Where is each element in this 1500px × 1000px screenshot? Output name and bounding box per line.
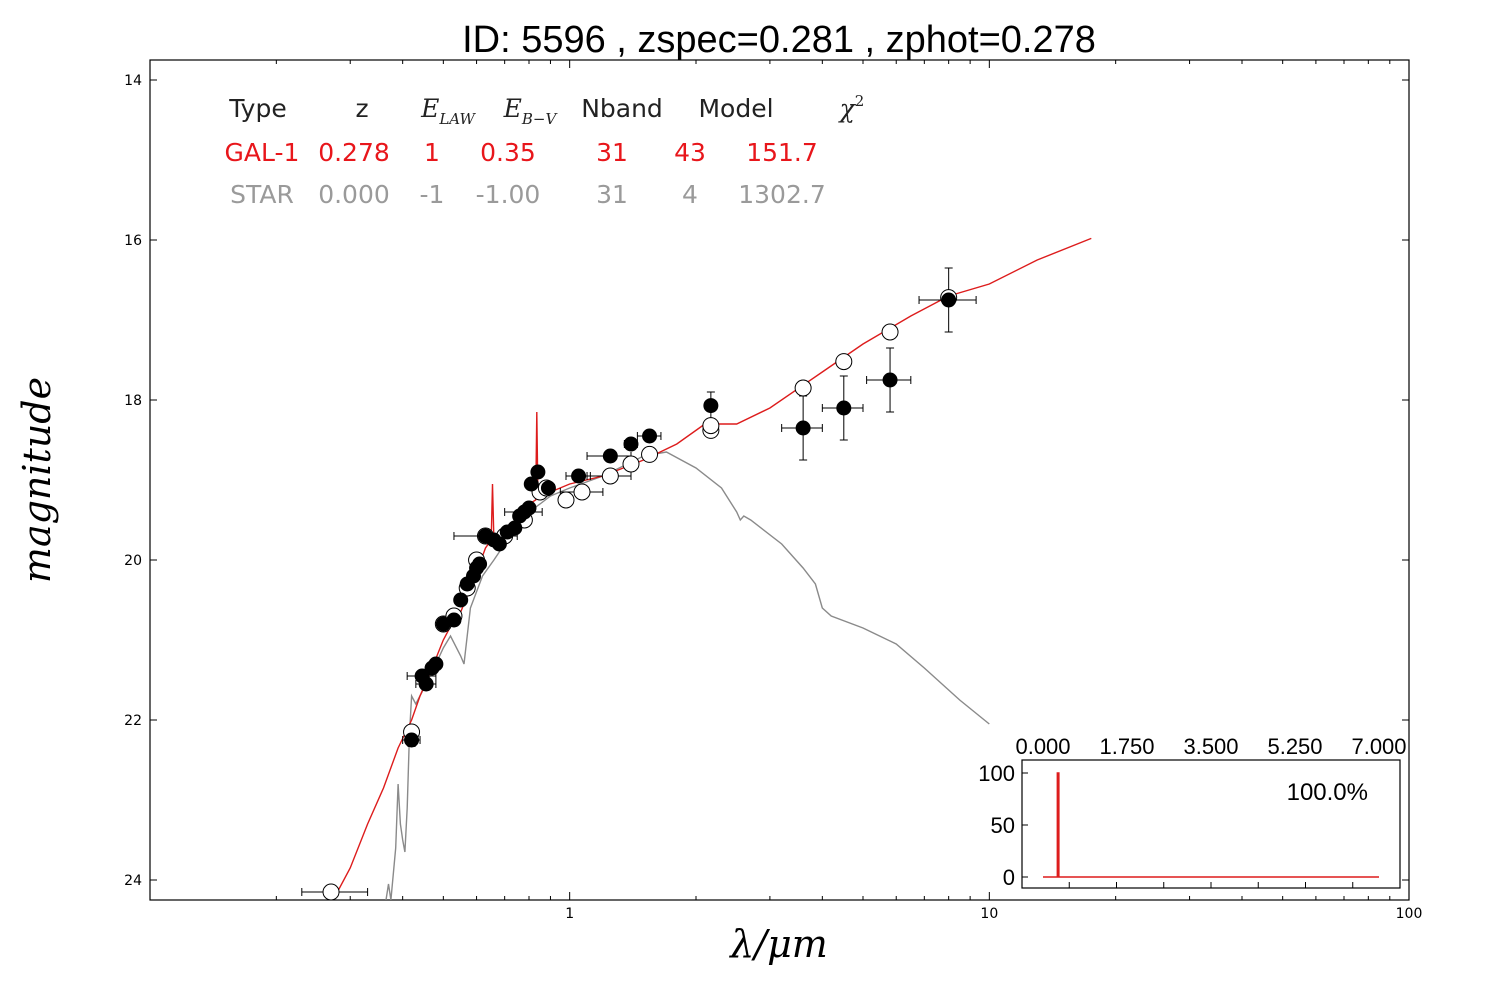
y-tick-label: 22 <box>124 713 142 729</box>
observed-point <box>530 464 546 480</box>
table-header: Type <box>228 94 286 123</box>
inset-y-tick-label: 0 <box>1003 865 1015 890</box>
model-flux-point <box>601 467 619 485</box>
x-axis-label: λ/μm <box>728 922 828 966</box>
model-flux-point <box>557 491 575 509</box>
table-cell: 31 <box>596 180 628 209</box>
table-cell: 4 <box>682 180 698 209</box>
y-tick-label: 18 <box>124 393 142 409</box>
observed-point <box>404 732 420 748</box>
inset-x-tick-label: 5.250 <box>1267 734 1322 759</box>
inset-x-tick-label: 0.000 <box>1015 734 1070 759</box>
table-cell: 0.000 <box>318 180 390 209</box>
inset-x-tick-label: 7.000 <box>1351 734 1406 759</box>
model-flux-point <box>835 353 853 371</box>
table-header: Model <box>698 94 773 123</box>
main-series <box>332 237 1092 900</box>
table-cell: 1 <box>424 138 440 167</box>
observed-point <box>882 372 898 388</box>
table-header: EB−V <box>503 94 559 128</box>
inset-plot: 0.000 1.750 3.500 5.250 7.000 0 50 100 100.0% <box>978 734 1406 890</box>
table-cell: 1302.7 <box>738 180 825 209</box>
y-tick-label: 16 <box>124 233 142 249</box>
inset-x-tick-label: 3.500 <box>1183 734 1238 759</box>
model-flux-point <box>322 883 340 900</box>
observed-point <box>836 400 852 416</box>
x-tick-label: 1 <box>565 906 574 922</box>
observed-point <box>521 500 537 516</box>
inset-y-tick-label: 100 <box>978 761 1015 786</box>
inset-background <box>1021 759 1401 889</box>
observed-point <box>418 676 434 692</box>
inset-y-tick-label: 50 <box>991 813 1015 838</box>
model-flux-point <box>573 483 591 501</box>
y-tick-label: 24 <box>124 873 142 889</box>
observed-point <box>642 428 658 444</box>
model-line-gal-1 <box>332 237 1092 900</box>
table-header: ELAW <box>420 94 476 128</box>
table-cell: -1 <box>420 180 445 209</box>
table-cell: 0.35 <box>480 138 536 167</box>
table-header: z <box>355 94 368 123</box>
table-cell: GAL-1 <box>225 138 300 167</box>
observed-point <box>941 292 957 308</box>
table-cell: 0.278 <box>318 138 390 167</box>
inset-ticks: 0.000 1.750 3.500 5.250 7.000 0 50 100 <box>978 734 1406 890</box>
observed-point <box>571 468 587 484</box>
observed-point <box>472 556 488 572</box>
model-flux-point <box>794 379 812 397</box>
x-tick-label: 10 <box>980 906 998 922</box>
model-flux-point <box>881 323 899 341</box>
main-points <box>301 267 977 900</box>
model-flux-point <box>641 445 659 463</box>
observed-point <box>453 592 469 608</box>
model-flux-point <box>622 455 640 473</box>
y-axis-label: magnitude <box>15 377 59 583</box>
inset-pdf-line <box>1043 772 1379 878</box>
table-cell: -1.00 <box>476 180 541 209</box>
observed-point <box>428 656 444 672</box>
y-tick-label: 20 <box>124 553 142 569</box>
model-line-star <box>385 451 990 900</box>
observed-point <box>491 536 507 552</box>
table-cell: 31 <box>596 138 628 167</box>
observed-point <box>446 612 462 628</box>
observed-point <box>602 448 618 464</box>
table-cell: 151.7 <box>746 138 818 167</box>
y-tick-label: 14 <box>124 73 142 89</box>
chart-title: ID: 5596 , zspec=0.281 , zphot=0.278 <box>462 19 1096 61</box>
observed-point <box>540 480 556 496</box>
inset-x-tick-label: 1.750 <box>1099 734 1154 759</box>
inset-annotation: 100.0% <box>1287 779 1368 806</box>
observed-point <box>623 436 639 452</box>
observed-point <box>795 420 811 436</box>
table-header: Nband <box>581 94 663 123</box>
x-tick-label: 100 <box>1396 906 1423 922</box>
observed-point <box>703 398 719 414</box>
model-flux-point <box>702 417 720 435</box>
fit-table: Type z ELAW EB−V Nband Model χ2 GAL-1 0.278 1 0.35… <box>225 92 865 209</box>
plot-frame <box>149 59 1410 901</box>
observed-point <box>523 476 539 492</box>
table-header: χ2 <box>838 92 865 123</box>
table-cell: 43 <box>674 138 706 167</box>
table-cell: STAR <box>230 180 294 209</box>
